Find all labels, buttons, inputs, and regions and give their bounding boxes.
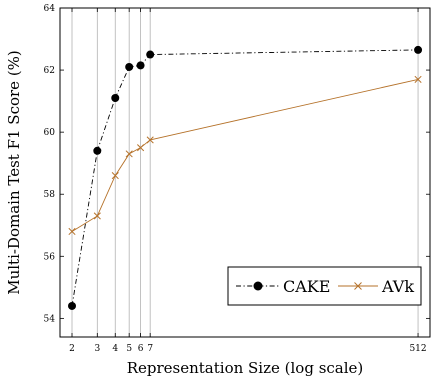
- legend-marker-cake: [253, 281, 263, 291]
- marker-stroke: [125, 150, 133, 158]
- data-point-avk: [414, 75, 422, 83]
- y-tick-label: 60: [44, 128, 56, 138]
- series-layer: [68, 45, 423, 310]
- marker-stroke: [137, 144, 145, 152]
- series-avk: [68, 75, 422, 236]
- y-tick-label: 62: [44, 66, 55, 76]
- y-axis-label: Multi-Domain Test F1 Score (%): [5, 50, 23, 295]
- series-cake: [68, 45, 423, 310]
- data-point-cake: [111, 94, 120, 103]
- plot-frame: [59, 7, 431, 338]
- marker-stroke: [68, 227, 76, 236]
- data-point-cake: [146, 50, 155, 59]
- marker-stroke: [111, 172, 119, 180]
- x-tick-label: 5: [126, 344, 132, 354]
- marker-stroke: [93, 212, 101, 220]
- y-tick-label: 54: [44, 314, 56, 324]
- x-tick-label: 2: [69, 344, 75, 354]
- legend-marker-stroke: [354, 282, 362, 290]
- data-point-cake: [414, 45, 423, 54]
- data-point-cake: [68, 301, 77, 310]
- x-axis-label: Representation Size (log scale): [127, 359, 364, 377]
- data-point-avk: [125, 150, 133, 158]
- legend-item-cake: CAKE: [236, 277, 330, 296]
- marker-stroke: [414, 75, 422, 83]
- data-point-avk: [137, 144, 145, 152]
- data-point-avk: [146, 136, 154, 144]
- x-tick-label: 3: [94, 344, 100, 354]
- x-tick-label: 512: [409, 344, 426, 354]
- marker-stroke: [354, 282, 362, 290]
- data-point-cake: [93, 146, 102, 155]
- x-tick-label: 7: [147, 344, 153, 354]
- x-tick-label: 4: [112, 344, 118, 354]
- x-tick-label: 6: [138, 344, 144, 354]
- y-tick-label: 64: [44, 4, 56, 14]
- data-point-avk: [68, 227, 76, 236]
- legend: CAKE AVk: [227, 266, 422, 306]
- series-line-avk: [71, 78, 419, 232]
- legend-label-cake: CAKE: [283, 277, 330, 296]
- marker-stroke: [146, 136, 154, 144]
- legend-label-avk: AVk: [381, 277, 414, 296]
- data-point-avk: [93, 212, 101, 220]
- legend-marker-avk: [354, 282, 362, 290]
- y-tick-label: 58: [44, 190, 56, 200]
- data-point-cake: [136, 61, 145, 70]
- y-tick-label: 56: [44, 252, 56, 262]
- data-point-avk: [111, 172, 119, 180]
- data-point-cake: [125, 62, 134, 71]
- legend-item-avk: AVk: [338, 277, 414, 296]
